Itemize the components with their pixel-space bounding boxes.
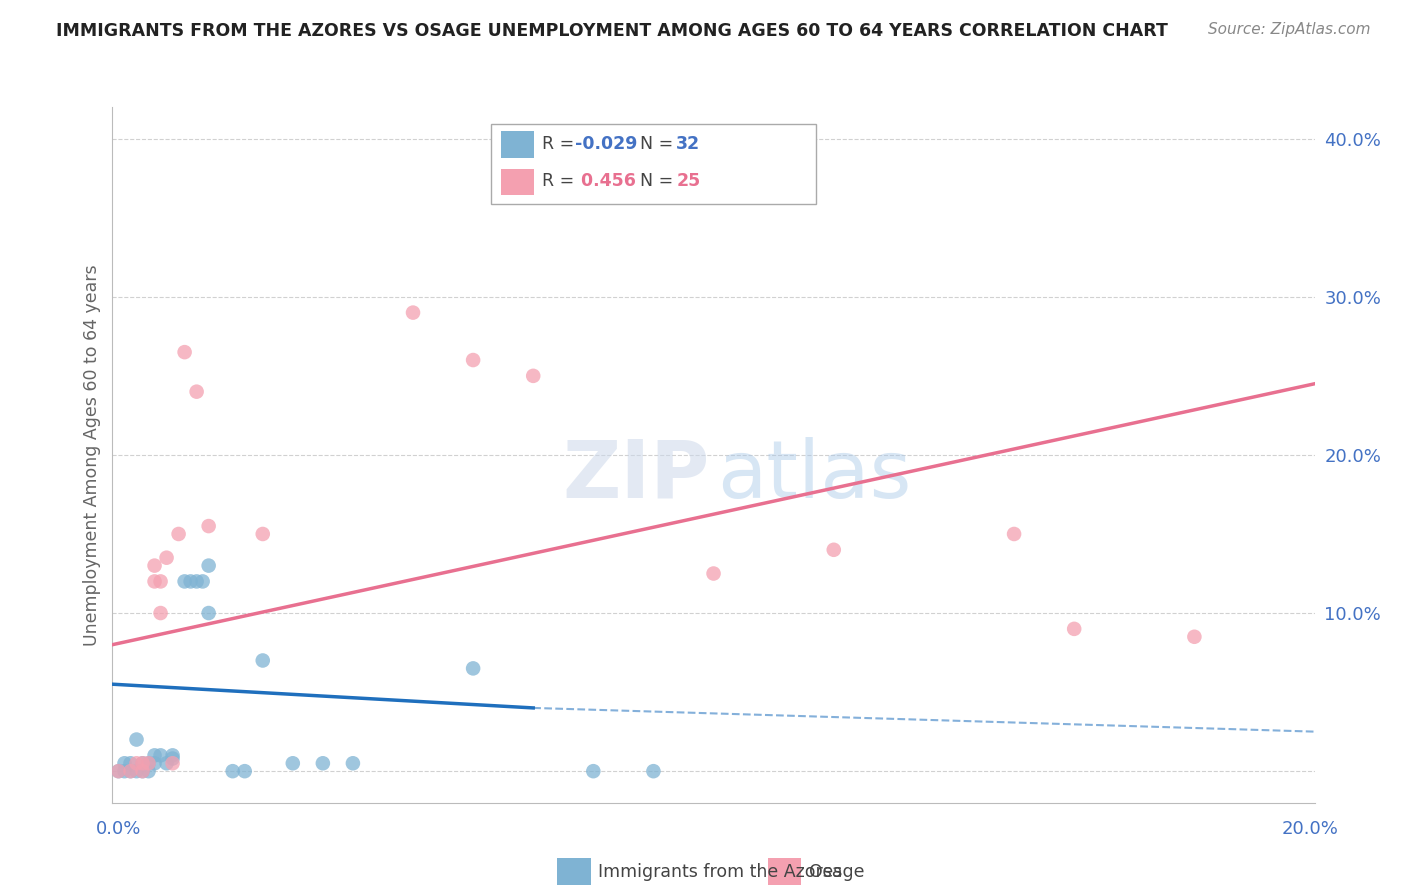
Point [131, 764, 153, 779]
Point [1063, 622, 1085, 636]
Point [125, 756, 148, 771]
Point [233, 764, 256, 779]
Point [120, 764, 142, 779]
Point [222, 764, 245, 779]
FancyBboxPatch shape [491, 124, 815, 204]
Point [186, 574, 208, 589]
Text: N =: N = [640, 135, 679, 153]
Point [114, 756, 136, 771]
Point [143, 558, 166, 573]
Point [162, 748, 184, 763]
Point [252, 653, 274, 667]
Point [252, 527, 274, 541]
Text: Osage: Osage [808, 863, 865, 881]
Point [191, 574, 214, 589]
Point [281, 756, 304, 771]
Point [342, 756, 364, 771]
Point [582, 764, 605, 779]
Point [312, 756, 335, 771]
Point [138, 756, 160, 771]
Text: Source: ZipAtlas.com: Source: ZipAtlas.com [1208, 22, 1371, 37]
Point [197, 606, 219, 620]
Point [173, 345, 195, 359]
Point [131, 756, 153, 771]
Point [173, 574, 195, 589]
Point [107, 764, 129, 779]
Point [155, 756, 177, 771]
Point [114, 764, 136, 779]
Point [138, 764, 160, 779]
Text: -0.029: -0.029 [575, 135, 638, 153]
Point [149, 748, 172, 763]
Text: R =: R = [541, 172, 579, 191]
Text: 0.456: 0.456 [575, 172, 636, 191]
Point [197, 519, 219, 533]
Point [149, 606, 172, 620]
Point [461, 353, 484, 368]
Bar [501, 131, 534, 158]
Point [1184, 630, 1206, 644]
Y-axis label: Unemployment Among Ages 60 to 64 years: Unemployment Among Ages 60 to 64 years [83, 264, 101, 646]
Text: IMMIGRANTS FROM THE AZORES VS OSAGE UNEMPLOYMENT AMONG AGES 60 TO 64 YEARS CORRE: IMMIGRANTS FROM THE AZORES VS OSAGE UNEM… [56, 22, 1168, 40]
Point [1002, 527, 1025, 541]
Text: 25: 25 [676, 172, 700, 191]
Point [131, 756, 153, 771]
Text: 20.0%: 20.0% [1282, 820, 1339, 838]
Point [120, 756, 142, 771]
Point [155, 550, 177, 565]
Point [125, 732, 148, 747]
Text: ZIP: ZIP [562, 437, 710, 515]
Text: atlas: atlas [717, 437, 911, 515]
Point [197, 558, 219, 573]
Point [149, 574, 172, 589]
Text: Immigrants from the Azores: Immigrants from the Azores [598, 863, 842, 881]
Point [131, 764, 153, 779]
Bar [501, 169, 534, 195]
Bar [768, 858, 801, 885]
Point [643, 764, 665, 779]
Point [522, 368, 544, 383]
Point [107, 764, 129, 779]
Point [143, 748, 166, 763]
Point [138, 756, 160, 771]
Point [162, 756, 184, 771]
Point [125, 764, 148, 779]
Text: 0.0%: 0.0% [96, 820, 141, 838]
Point [402, 305, 425, 319]
Point [167, 527, 190, 541]
Point [823, 542, 845, 557]
Point [186, 384, 208, 399]
Point [143, 574, 166, 589]
Point [143, 756, 166, 771]
Point [162, 751, 184, 765]
Text: N =: N = [640, 172, 679, 191]
Point [120, 764, 142, 779]
Point [461, 661, 484, 675]
Point [180, 574, 202, 589]
Text: 32: 32 [676, 135, 700, 153]
Point [702, 566, 725, 581]
Text: R =: R = [541, 135, 579, 153]
Bar [557, 858, 591, 885]
